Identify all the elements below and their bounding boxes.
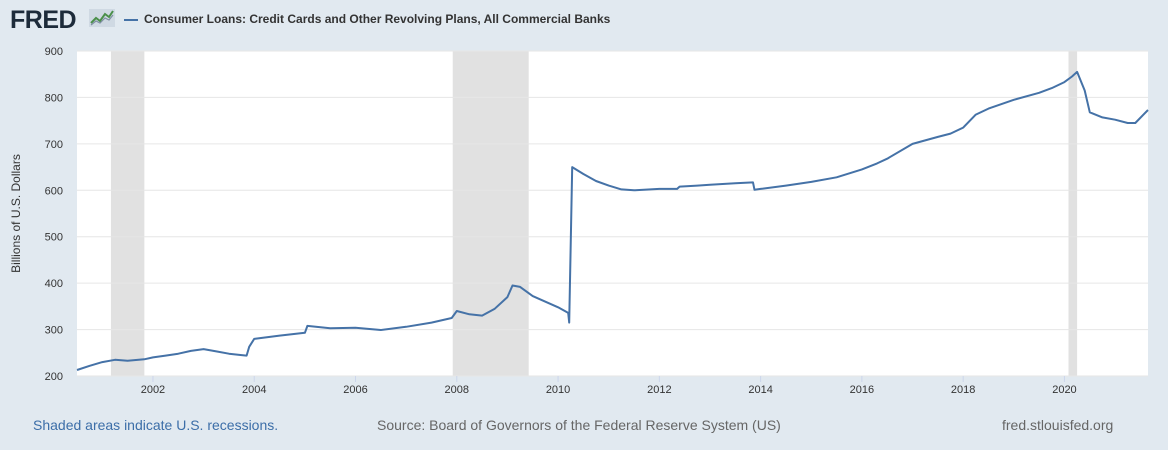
x-tick-label: 2002	[141, 384, 165, 396]
chart-footer: Shaded areas indicate U.S. recessions. S…	[0, 414, 1168, 438]
series-line	[76, 70, 1149, 371]
recession-band	[1068, 51, 1078, 376]
recession-note-link[interactable]: Shaded areas indicate U.S. recessions.	[33, 417, 279, 433]
plot-area	[77, 51, 1148, 376]
recession-bands	[110, 51, 1078, 376]
line-chart: 2002 2004 2006 2008 2010 2012 2014 2016 2018 2020…	[9, 46, 1149, 396]
x-tick-label: 2006	[343, 384, 367, 396]
x-tick-label: 2016	[850, 384, 874, 396]
x-tick-label: 2008	[445, 384, 469, 396]
fred-logo[interactable]: FRED	[10, 6, 77, 34]
x-axis: 2002 2004 2006 2008 2010 2012 2014 2016 2018 2020	[141, 376, 1077, 396]
x-tick-label: 2004	[242, 384, 266, 396]
y-tick-label: 900	[45, 46, 63, 58]
x-tick-label: 2020	[1052, 384, 1076, 396]
x-tick-label: 2018	[951, 384, 975, 396]
x-tick-label: 2012	[647, 384, 671, 396]
y-axis: 200 300 400 500 600 700 800 900	[45, 46, 63, 383]
y-tick-label: 600	[45, 185, 63, 197]
line-chart-icon	[89, 9, 115, 32]
y-tick-label: 300	[45, 325, 63, 337]
y-tick-label: 500	[45, 232, 63, 244]
y-tick-label: 700	[45, 139, 63, 151]
source-note: Source: Board of Governors of the Federa…	[377, 417, 781, 433]
gridlines	[77, 50, 1148, 377]
recession-band	[110, 51, 145, 376]
site-credit[interactable]: fred.stlouisfed.org	[1002, 417, 1114, 433]
chart-header: FRED Consumer Loans: Credit Cards and Ot…	[0, 0, 1168, 40]
y-axis-title: Billions of U.S. Dollars	[9, 154, 23, 273]
x-tick-label: 2010	[546, 384, 570, 396]
y-tick-label: 400	[45, 278, 63, 290]
legend-series-label: Consumer Loans: Credit Cards and Other R…	[144, 12, 611, 26]
series-layer	[76, 70, 1149, 371]
recession-band	[452, 51, 529, 376]
legend-series-swatch	[124, 19, 138, 21]
y-tick-label: 200	[45, 371, 63, 383]
y-tick-label: 800	[45, 92, 63, 104]
x-tick-label: 2014	[748, 384, 772, 396]
